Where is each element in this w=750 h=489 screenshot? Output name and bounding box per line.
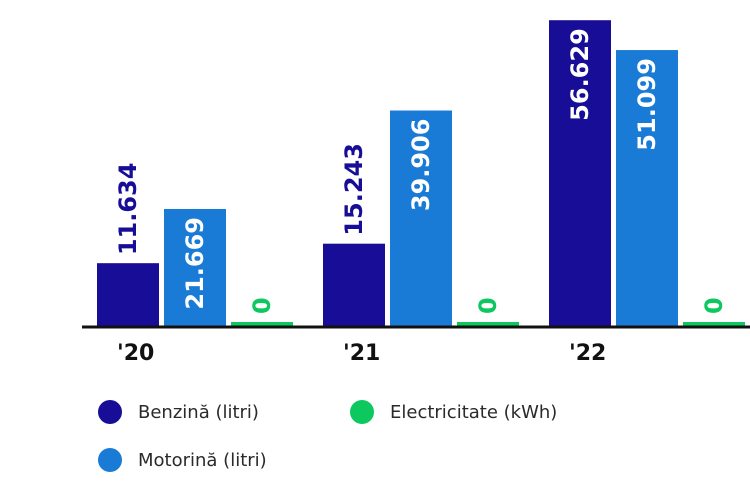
value-label-3-3: 0 (700, 297, 728, 314)
bar-1-3 (549, 20, 611, 326)
bar-3-2 (457, 322, 519, 326)
legend-label-benzina: Benzină (litri) (138, 401, 259, 423)
value-label-2-2: 39.906 (407, 119, 435, 212)
bar-3-1 (231, 322, 293, 326)
value-label-3-2: 0 (474, 297, 502, 314)
category-label-3: '22 (569, 341, 606, 366)
legend-item-motorina: Motorină (litri) (98, 448, 267, 472)
value-label-1-2: 15.243 (340, 143, 368, 236)
value-label-3-1: 0 (248, 297, 276, 314)
bar-3-3 (683, 322, 745, 326)
bar-2-1 (164, 208, 226, 326)
value-label-2-1: 21.669 (181, 217, 209, 310)
bar-2-3 (616, 50, 678, 326)
legend-swatch-electricitate (350, 400, 374, 424)
value-label-1-3: 56.629 (566, 28, 594, 121)
category-label-1: '20 (117, 341, 154, 366)
legend-item-electricitate: Electricitate (kWh) (350, 400, 557, 424)
bar-1-2 (323, 243, 385, 326)
legend-swatch-benzina (98, 400, 122, 424)
value-label-2-3: 51.099 (633, 58, 661, 151)
value-label-1-1: 11.634 (114, 163, 142, 256)
bar-1-1 (97, 263, 159, 326)
legend-label-motorina: Motorină (litri) (138, 449, 267, 471)
legend-swatch-motorina (98, 448, 122, 472)
category-label-2: '21 (343, 341, 380, 366)
bar-2-2 (390, 110, 452, 326)
legend-item-benzina: Benzină (litri) (98, 400, 259, 424)
legend-label-electricitate: Electricitate (kWh) (390, 401, 558, 423)
